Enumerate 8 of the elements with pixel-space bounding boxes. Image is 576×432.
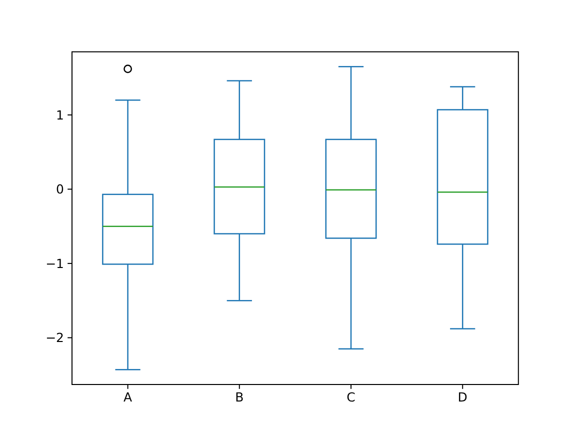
x-tick-label: B [235, 389, 244, 404]
x-tick-label: C [346, 389, 356, 404]
y-tick-label: −1 [46, 256, 64, 271]
y-tick-label: 0 [56, 182, 64, 197]
x-tick-label: A [124, 389, 133, 404]
y-tick-label: −2 [46, 330, 64, 346]
x-tick-label: D [458, 389, 468, 404]
y-tick-label: 1 [56, 107, 64, 122]
